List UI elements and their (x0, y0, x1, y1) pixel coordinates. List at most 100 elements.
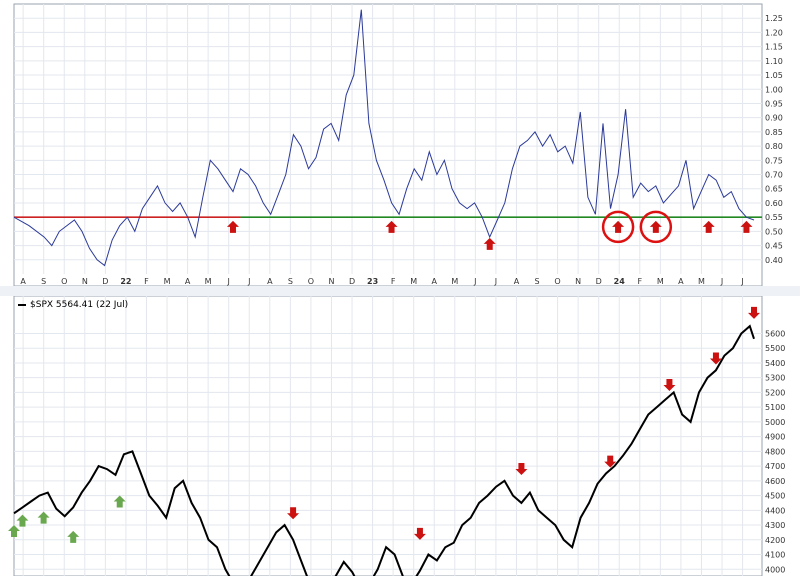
x-month-label: A (514, 277, 520, 286)
x-month-label: 23 (367, 277, 378, 286)
x-month-label: A (185, 277, 191, 286)
lower-y-tick-label: 5000 (765, 418, 785, 427)
x-month-label: M (410, 277, 417, 286)
upper-signal-arrow (740, 220, 753, 233)
legend: $SPX 5564.41 (22 Jul) (18, 300, 128, 310)
upper-signal-arrow (702, 220, 715, 233)
x-month-label: S (288, 277, 293, 286)
upper-signal-arrow (385, 220, 398, 233)
legend-label: $SPX 5564.41 (22 Jul) (30, 300, 129, 310)
upper-y-tick-label: 0.90 (765, 114, 783, 123)
upper-y-tick-label: 0.45 (765, 242, 783, 251)
upper-y-tick-label: 0.80 (765, 142, 783, 151)
sell-arrow (709, 352, 722, 365)
sell-arrow (287, 507, 300, 520)
buy-arrow (8, 524, 20, 537)
lower-y-tick-label: 5600 (765, 329, 785, 338)
legend-swatch (18, 304, 26, 306)
x-month-label: M (698, 277, 705, 286)
upper-y-tick-label: 1.00 (765, 85, 783, 94)
x-month-label: J (247, 277, 250, 286)
lower-y-tick-label: 4800 (765, 447, 785, 456)
lower-y-tick-label: 4600 (765, 477, 785, 486)
x-month-label: J (740, 277, 743, 286)
upper-signal-arrow (612, 220, 625, 233)
upper-signal-arrow (483, 237, 496, 250)
x-month-label: S (41, 277, 46, 286)
x-month-label: J (473, 277, 476, 286)
lower-y-tick-label: 4100 (765, 551, 785, 560)
x-month-label: N (82, 277, 88, 286)
upper-y-tick-label: 0.55 (765, 213, 783, 222)
signal-highlight-circle (639, 210, 673, 244)
lower-y-tick-label: 4700 (765, 462, 785, 471)
x-month-label: O (554, 277, 560, 286)
upper-y-tick-label: 0.50 (765, 227, 783, 236)
buy-arrow (113, 495, 126, 508)
x-month-label: O (308, 277, 314, 286)
x-month-label: J (494, 277, 497, 286)
lower-y-tick-label: 4300 (765, 521, 785, 530)
buy-arrow (16, 514, 29, 527)
x-month-label: F (144, 277, 149, 286)
upper-y-tick-label: 1.10 (765, 57, 783, 66)
upper-panel-frame (13, 3, 763, 287)
x-month-label: A (432, 277, 438, 286)
upper-y-tick-label: 0.40 (765, 256, 783, 265)
lower-y-tick-label: 5100 (765, 403, 785, 412)
x-month-label: A (20, 277, 26, 286)
x-month-label: D (349, 277, 355, 286)
x-month-label: D (102, 277, 108, 286)
x-month-label: A (678, 277, 684, 286)
x-month-label: F (391, 277, 396, 286)
panel-separator (0, 286, 800, 296)
upper-y-tick-label: 0.60 (765, 199, 783, 208)
lower-y-tick-label: 5200 (765, 388, 785, 397)
sell-arrow (604, 455, 617, 468)
x-month-label: J (720, 277, 723, 286)
upper-signal-arrow (226, 220, 239, 233)
signal-highlight-circle (601, 210, 635, 244)
x-month-label: M (205, 277, 212, 286)
upper-series-line (13, 9, 755, 267)
x-month-label: M (164, 277, 171, 286)
lower-y-tick-label: 4500 (765, 492, 785, 501)
upper-signal-arrow (649, 220, 662, 233)
upper-y-tick-label: 0.70 (765, 171, 783, 180)
lower-y-tick-label: 4400 (765, 506, 785, 515)
lower-y-tick-label: 4000 (765, 565, 785, 574)
spx-series-line (13, 324, 755, 580)
x-month-label: N (328, 277, 334, 286)
x-month-label: S (534, 277, 539, 286)
upper-y-tick-label: 0.85 (765, 128, 783, 137)
x-month-label: M (451, 277, 458, 286)
upper-y-tick-label: 0.75 (765, 156, 783, 165)
x-month-label: A (267, 277, 273, 286)
x-month-label: O (61, 277, 67, 286)
lower-y-tick-label: 5400 (765, 359, 785, 368)
upper-y-tick-label: 1.15 (765, 43, 783, 52)
sell-arrow (413, 527, 426, 540)
upper-y-tick-label: 1.20 (765, 28, 783, 37)
lower-y-tick-label: 4200 (765, 536, 785, 545)
lower-y-tick-label: 5500 (765, 344, 785, 353)
lower-y-tick-label: 5300 (765, 374, 785, 383)
sell-arrow (663, 379, 676, 392)
x-month-label: 22 (120, 277, 131, 286)
x-month-label: D (596, 277, 602, 286)
buy-arrow (67, 530, 80, 543)
x-month-label: M (657, 277, 664, 286)
lower-panel-frame (13, 295, 763, 577)
lower-y-tick-label: 4900 (765, 433, 785, 442)
x-month-label: N (575, 277, 581, 286)
upper-y-tick-label: 0.95 (765, 99, 783, 108)
upper-y-tick-label: 1.25 (765, 14, 783, 23)
sell-arrow (748, 306, 760, 319)
x-month-label: F (638, 277, 643, 286)
x-month-label: J (227, 277, 230, 286)
upper-y-tick-label: 1.05 (765, 71, 783, 80)
x-month-label: 24 (614, 277, 626, 286)
sell-arrow (515, 463, 528, 476)
